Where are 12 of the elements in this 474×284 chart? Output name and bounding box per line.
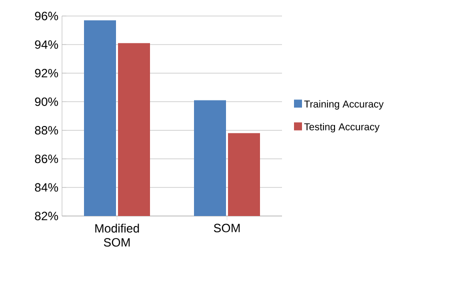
y-tick-label: 86% xyxy=(34,154,58,164)
y-tick-label: 88% xyxy=(34,126,58,135)
y-tick-label: 96% xyxy=(35,12,58,20)
y-tick-label: 92% xyxy=(35,68,58,78)
y-tick-label: 90% xyxy=(35,97,58,106)
legend-label: Training Accuracy xyxy=(304,100,384,110)
x-tick-label: Modified SOM xyxy=(95,224,139,247)
y-tick-label: 94% xyxy=(35,40,58,49)
legend-label: Testing Accuracy xyxy=(304,123,380,132)
y-tick-label: 84% xyxy=(34,183,58,192)
x-tick-label: SOM xyxy=(214,224,240,232)
y-tick-label: 82% xyxy=(34,212,58,220)
